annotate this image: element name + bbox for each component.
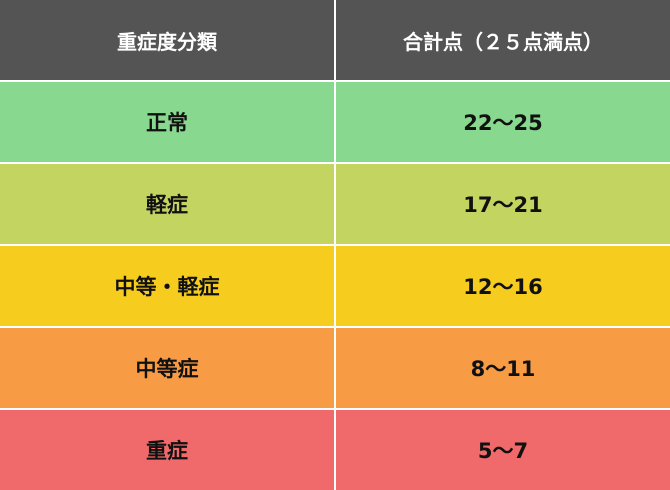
row-severity: 中等症 [0,328,334,408]
row-severity: 重症 [0,410,334,490]
row-severity: 正常 [0,82,334,162]
row-score: 12〜16 [336,246,670,326]
row-severity: 軽症 [0,164,334,244]
header-score: 合計点（２５点満点） [336,0,670,80]
row-severity: 中等・軽症 [0,246,334,326]
row-score: 17〜21 [336,164,670,244]
header-severity: 重症度分類 [0,0,334,80]
row-score: 22〜25 [336,82,670,162]
row-score: 5〜7 [336,410,670,490]
row-score: 8〜11 [336,328,670,408]
